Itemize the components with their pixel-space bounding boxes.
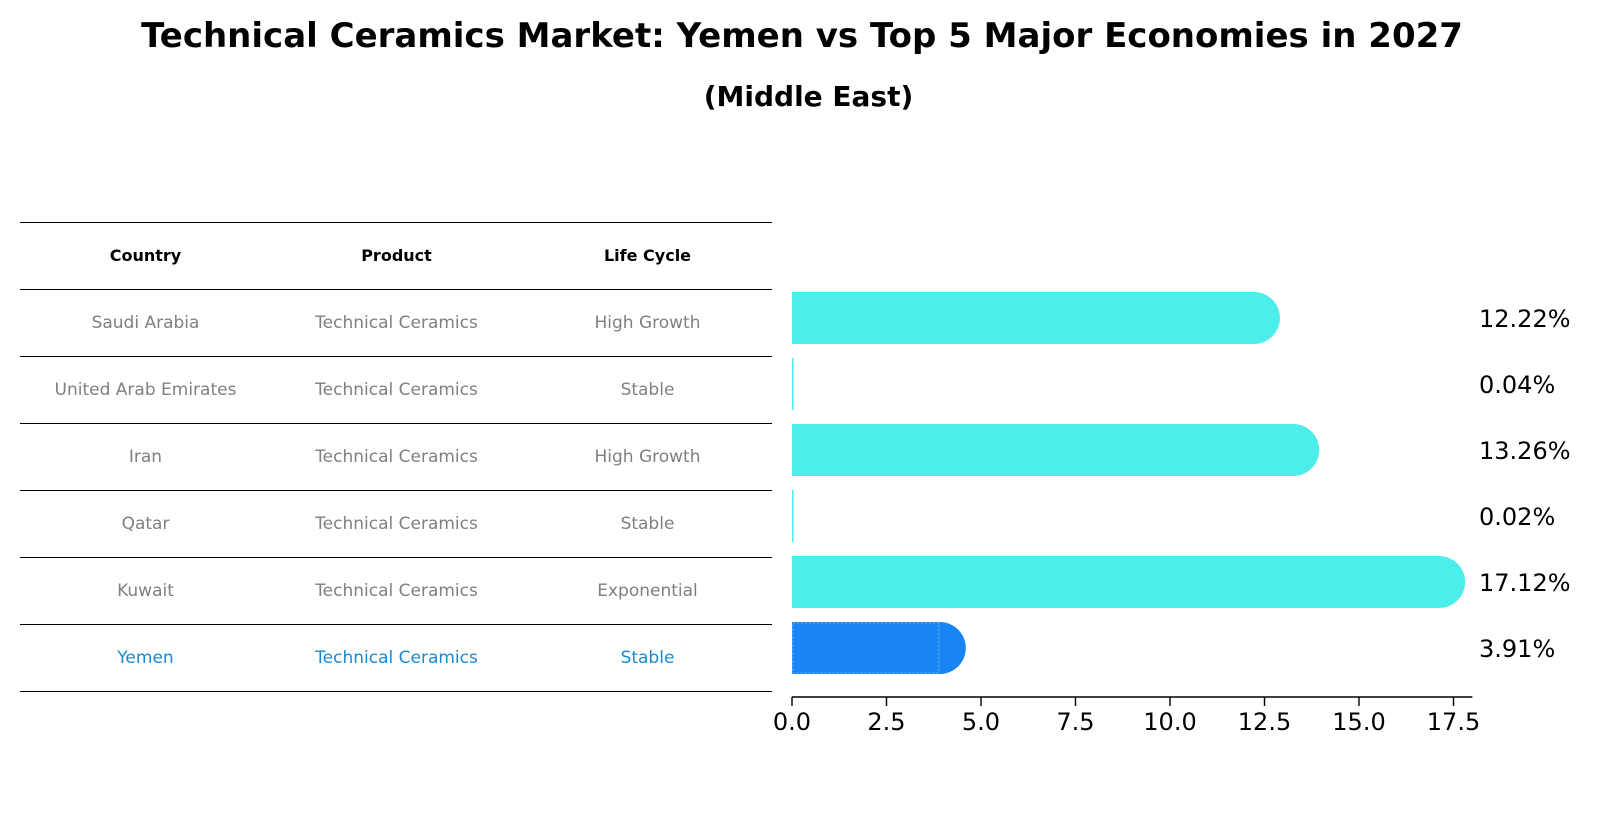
x-tick-label: 17.5: [1427, 708, 1480, 736]
cell-product: Technical Ceramics: [315, 648, 478, 668]
table-row: Saudi Arabia Technical Ceramics High Gro…: [20, 289, 772, 356]
table-row: Qatar Technical Ceramics Stable: [20, 490, 772, 557]
x-tick-label: 15.0: [1332, 708, 1385, 736]
data-label: 0.02%: [1479, 503, 1555, 531]
cell-life-cycle: High Growth: [594, 313, 701, 333]
cell-product: Technical Ceramics: [315, 447, 478, 467]
table-row-highlight: Yemen Technical Ceramics Stable: [20, 624, 772, 692]
x-tick-label: 0.0: [773, 708, 811, 736]
bar-cap: [1227, 292, 1280, 344]
x-tick-label: 12.5: [1238, 708, 1291, 736]
cell-product: Technical Ceramics: [315, 380, 478, 400]
bar: [792, 358, 794, 410]
cell-life-cycle: High Growth: [594, 447, 701, 467]
cell-country: Saudi Arabia: [91, 313, 200, 333]
bar: [792, 424, 1294, 476]
bar: [792, 556, 1440, 608]
x-tick-label: 7.5: [1056, 708, 1094, 736]
bar-cap: [1267, 424, 1320, 476]
table-row: United Arab Emirates Technical Ceramics …: [20, 356, 772, 423]
cell-country: Qatar: [121, 514, 170, 534]
chart-subtitle: (Middle East): [703, 80, 914, 113]
cell-product: Technical Ceramics: [315, 514, 478, 534]
bar-highlight-outline: [792, 622, 940, 674]
x-tick-label: 2.5: [867, 708, 905, 736]
table-row: Kuwait Technical Ceramics Exponential: [20, 557, 772, 624]
cell-life-cycle: Stable: [620, 514, 675, 534]
header-life-cycle: Life Cycle: [603, 246, 692, 265]
cell-country: Kuwait: [117, 581, 174, 601]
data-label: 12.22%: [1479, 305, 1571, 333]
cell-country: United Arab Emirates: [54, 380, 237, 400]
cell-life-cycle: Exponential: [597, 581, 698, 601]
bar: [792, 292, 1254, 344]
bar-cap: [1413, 556, 1466, 608]
table-header-row: Country Product Life Cycle: [20, 222, 772, 289]
cell-life-cycle: Stable: [620, 648, 675, 668]
x-tick-label: 10.0: [1143, 708, 1196, 736]
data-label: 17.12%: [1479, 569, 1571, 597]
cell-life-cycle: Stable: [620, 380, 675, 400]
bar: [792, 490, 794, 542]
table-row: Iran Technical Ceramics High Growth: [20, 423, 772, 490]
chart-title: Technical Ceramics Market: Yemen vs Top …: [141, 16, 1463, 56]
cell-country: Yemen: [117, 648, 174, 668]
market-table: Country Product Life Cycle Saudi Arabia …: [20, 222, 772, 692]
cell-product: Technical Ceramics: [315, 313, 478, 333]
cell-country: Iran: [128, 447, 163, 467]
cell-product: Technical Ceramics: [315, 581, 478, 601]
data-label: 0.04%: [1479, 371, 1555, 399]
data-label: 13.26%: [1479, 437, 1571, 465]
bar-cap: [913, 622, 966, 674]
data-label: 3.91%: [1479, 635, 1555, 663]
header-product: Product: [361, 246, 432, 265]
header-country: Country: [109, 246, 182, 265]
x-tick-label: 5.0: [962, 708, 1000, 736]
